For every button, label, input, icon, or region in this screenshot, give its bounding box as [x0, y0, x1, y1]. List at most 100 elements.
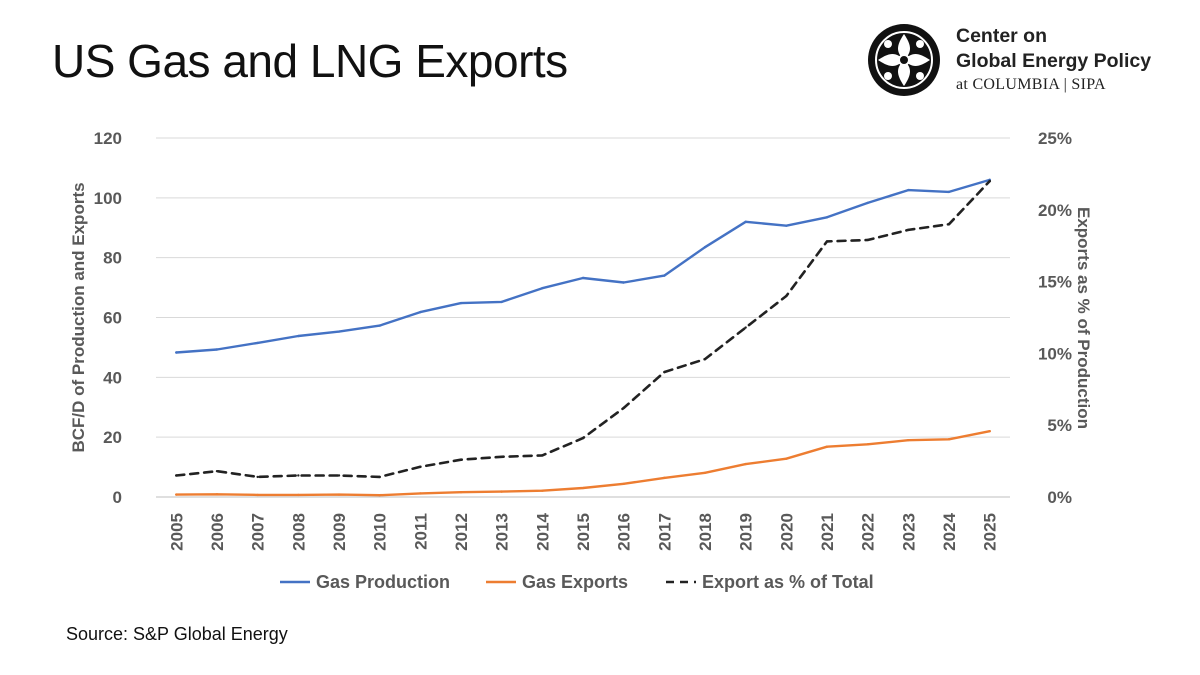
x-tick-label: 2021 — [818, 513, 837, 551]
logo-line-2: Global Energy Policy — [956, 50, 1152, 72]
x-tick-label: 2023 — [899, 513, 918, 551]
data-point-1-2015 — [581, 276, 585, 280]
data-point-3-2011 — [419, 465, 422, 469]
data-point-1-2005 — [175, 351, 178, 354]
x-tick-label: 2018 — [696, 513, 715, 551]
y2-tick-label: 5% — [1047, 416, 1072, 435]
data-point-1-2022 — [866, 201, 869, 205]
data-point-2-2005 — [175, 493, 178, 496]
data-point-1-2007 — [256, 341, 259, 345]
data-point-3-2025 — [988, 179, 991, 183]
data-point-1-2012 — [459, 301, 463, 305]
x-tick-label: 2020 — [777, 513, 796, 551]
data-point-3-2008 — [297, 474, 300, 477]
data-point-2-2006 — [215, 493, 219, 496]
data-point-1-2017 — [663, 274, 666, 277]
x-tick-label: 2014 — [533, 512, 552, 550]
y2-tick-label: 10% — [1038, 344, 1072, 363]
data-point-1-2023 — [907, 188, 910, 192]
data-point-3-2014 — [541, 454, 544, 457]
data-point-3-2022 — [866, 238, 869, 242]
data-point-1-2018 — [703, 245, 707, 249]
data-point-2-2022 — [866, 443, 869, 446]
y2-tick-label: 20% — [1038, 201, 1072, 220]
data-point-2-2010 — [378, 494, 381, 497]
legend-label-3: Export as % of Total — [702, 572, 874, 592]
data-point-2-2018 — [703, 471, 707, 474]
data-point-3-2021 — [825, 240, 829, 243]
y-tick-label: 20 — [103, 428, 122, 447]
data-point-1-2019 — [744, 220, 747, 223]
data-point-2-2021 — [825, 445, 829, 448]
data-point-3-2024 — [947, 222, 951, 226]
data-point-2-2025 — [988, 429, 991, 433]
data-point-3-2023 — [907, 228, 910, 232]
x-tick-label: 2005 — [167, 513, 186, 551]
x-tick-label: 2016 — [615, 513, 634, 551]
data-point-2-2011 — [419, 492, 422, 495]
data-point-2-2017 — [663, 476, 666, 480]
data-point-2-2015 — [581, 486, 585, 490]
series-line-2 — [175, 430, 991, 497]
x-tick-label: 2019 — [737, 513, 756, 551]
data-point-3-2009 — [337, 474, 341, 477]
data-point-2-2012 — [459, 491, 463, 494]
y-tick-label: 40 — [103, 368, 122, 387]
data-point-1-2009 — [337, 330, 341, 333]
data-point-3-2010 — [378, 475, 381, 479]
slide-title: US Gas and LNG Exports — [52, 35, 568, 87]
data-point-2-2014 — [541, 489, 544, 492]
y-tick-label: 100 — [94, 189, 122, 208]
data-point-3-2017 — [663, 370, 666, 374]
data-point-3-2019 — [744, 326, 747, 329]
x-tick-label: 2013 — [493, 513, 512, 551]
data-point-3-2013 — [500, 455, 503, 458]
x-tick-label: 2024 — [940, 512, 959, 550]
legend-label-1: Gas Production — [316, 572, 450, 592]
data-point-2-2007 — [256, 493, 259, 497]
x-tick-label: 2015 — [574, 513, 593, 551]
x-tick-label: 2017 — [655, 513, 674, 551]
x-tick-label: 2007 — [249, 513, 268, 551]
x-tick-label: 2008 — [289, 513, 308, 551]
data-point-3-2006 — [215, 469, 219, 473]
x-tick-label: 2010 — [371, 513, 390, 551]
x-tick-label: 2011 — [411, 513, 430, 550]
x-tick-label: 2009 — [330, 513, 349, 551]
y-axis-title: BCF/D of Production and Exports — [69, 182, 88, 452]
y2-tick-label: 15% — [1038, 273, 1072, 292]
y2-tick-label: 25% — [1038, 129, 1072, 148]
data-point-2-2020 — [785, 457, 788, 460]
data-point-2-2019 — [744, 462, 747, 466]
data-point-1-2011 — [419, 310, 422, 314]
data-point-2-2023 — [907, 438, 910, 442]
y-tick-label: 80 — [103, 249, 122, 268]
data-point-1-2010 — [378, 324, 381, 327]
data-point-1-2016 — [622, 281, 625, 284]
data-point-2-2008 — [297, 493, 300, 497]
y2-tick-label: 0% — [1047, 488, 1072, 507]
data-point-1-2006 — [215, 348, 219, 351]
columbia-crown-emblem-icon — [868, 24, 940, 96]
data-point-3-2020 — [785, 294, 788, 298]
x-tick-label: 2006 — [208, 513, 227, 551]
data-point-1-2008 — [297, 334, 300, 338]
cgep-logo: Center on Global Energy Policy at COLUMB… — [866, 22, 1176, 102]
data-point-3-2007 — [256, 475, 259, 479]
series-line-3 — [175, 179, 992, 479]
data-point-2-2024 — [947, 438, 951, 441]
series-line-1 — [175, 178, 991, 354]
data-point-1-2021 — [825, 216, 829, 219]
legend-label-2: Gas Exports — [522, 572, 628, 592]
y-tick-label: 120 — [94, 129, 122, 148]
data-point-3-2005 — [175, 474, 178, 477]
data-point-3-2012 — [459, 458, 463, 461]
data-point-2-2013 — [500, 490, 503, 493]
x-tick-label: 2022 — [859, 513, 878, 551]
logo-line-3: at COLUMBIA | SIPA — [956, 76, 1106, 93]
y-tick-label: 60 — [103, 309, 122, 328]
data-point-1-2013 — [500, 300, 503, 304]
data-point-2-2009 — [337, 493, 341, 496]
data-point-1-2014 — [541, 286, 544, 290]
